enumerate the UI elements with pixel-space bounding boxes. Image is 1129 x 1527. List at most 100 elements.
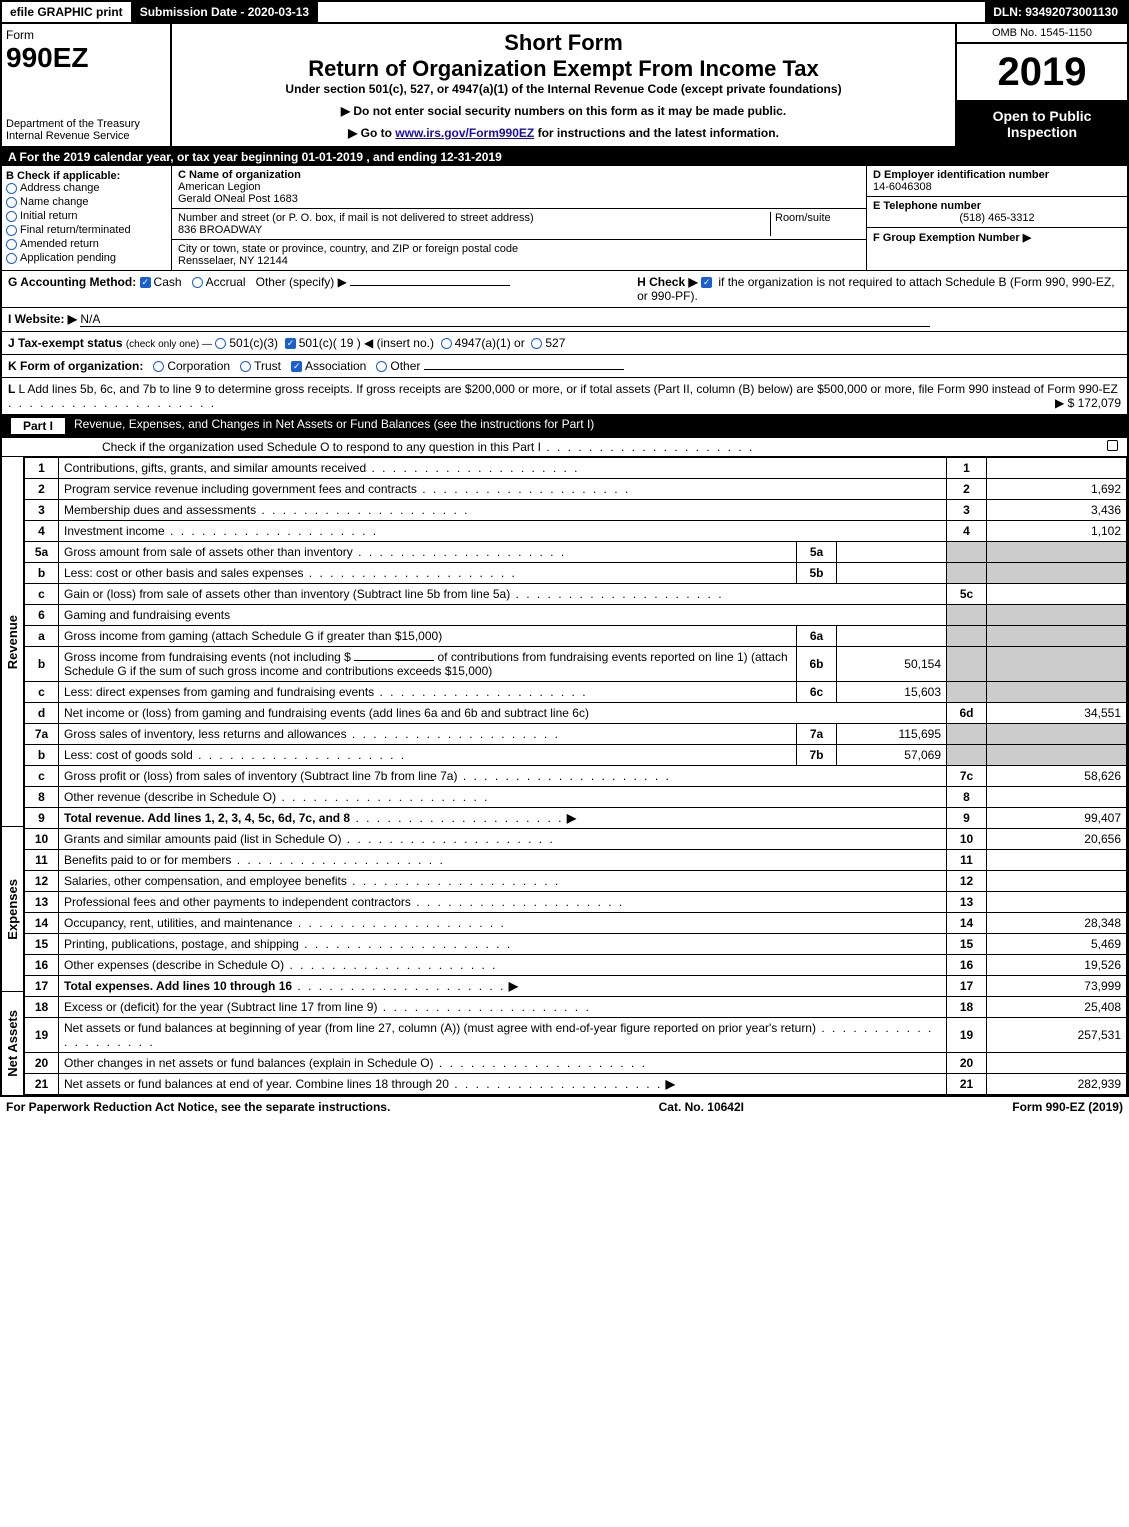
section-b: B Check if applicable: Address change Na… — [2, 166, 172, 270]
website-value: N/A — [80, 312, 930, 327]
line-3: 3Membership dues and assessments33,436 — [25, 500, 1127, 521]
chk-schedule-o-part1[interactable] — [1107, 440, 1118, 451]
irs-label: Internal Revenue Service — [6, 130, 166, 142]
chk-final-return[interactable]: Final return/terminated — [6, 224, 167, 236]
line-1: 1Contributions, gifts, grants, and simil… — [25, 458, 1127, 479]
chk-address-change[interactable]: Address change — [6, 182, 167, 194]
line-14: 14Occupancy, rent, utilities, and mainte… — [25, 913, 1127, 934]
line-17: 17Total expenses. Add lines 10 through 1… — [25, 976, 1127, 997]
chk-amended-return[interactable]: Amended return — [6, 238, 167, 250]
chk-501c[interactable] — [285, 338, 296, 349]
form-word: Form — [6, 28, 166, 42]
line-18: 18Excess or (deficit) for the year (Subt… — [25, 997, 1127, 1018]
top-bar: efile GRAPHIC print Submission Date - 20… — [0, 0, 1129, 24]
chk-corporation[interactable] — [153, 361, 164, 372]
h-label: H Check ▶ — [637, 275, 698, 289]
f-label: F Group Exemption Number ▶ — [873, 231, 1121, 244]
header-right: OMB No. 1545-1150 2019 Open to Public In… — [957, 24, 1127, 146]
chk-association[interactable] — [291, 361, 302, 372]
city-label: City or town, state or province, country… — [178, 243, 860, 255]
under-section: Under section 501(c), 527, or 4947(a)(1)… — [178, 82, 949, 96]
row-l: L L Add lines 5b, 6c, and 7b to line 9 t… — [2, 377, 1127, 414]
row-i: I Website: ▶ N/A — [2, 307, 1127, 331]
chk-initial-return[interactable]: Initial return — [6, 210, 167, 222]
tax-period-row: A For the 2019 calendar year, or tax yea… — [2, 148, 1127, 166]
line-5a: 5aGross amount from sale of assets other… — [25, 542, 1127, 563]
row-j: J Tax-exempt status (check only one) — 5… — [2, 331, 1127, 354]
form-header: Form 990EZ Department of the Treasury In… — [0, 24, 1129, 148]
other-specify-input[interactable] — [350, 285, 510, 286]
line-6: 6Gaming and fundraising events — [25, 605, 1127, 626]
page-footer: For Paperwork Reduction Act Notice, see … — [0, 1097, 1129, 1117]
goto-link-row: ▶ Go to www.irs.gov/Form990EZ for instru… — [178, 126, 949, 140]
chk-application-pending[interactable]: Application pending — [6, 252, 167, 264]
line-15: 15Printing, publications, postage, and s… — [25, 934, 1127, 955]
line-4: 4Investment income41,102 — [25, 521, 1127, 542]
line-5b: bLess: cost or other basis and sales exp… — [25, 563, 1127, 584]
form-number: 990EZ — [6, 42, 166, 74]
line-19: 19Net assets or fund balances at beginni… — [25, 1018, 1127, 1053]
section-b-label: B Check if applicable: — [6, 170, 167, 182]
line-2: 2Program service revenue including gover… — [25, 479, 1127, 500]
line-5c: cGain or (loss) from sale of assets othe… — [25, 584, 1127, 605]
submission-date: Submission Date - 2020-03-13 — [132, 2, 318, 22]
chk-other-org[interactable] — [376, 361, 387, 372]
other-org-input[interactable] — [424, 369, 624, 370]
line-6b: bGross income from fundraising events (n… — [25, 647, 1127, 682]
row-g-h: G Accounting Method: Cash Accrual Other … — [2, 270, 1127, 307]
chk-schedule-b-not-required[interactable] — [701, 277, 712, 288]
g-label: G Accounting Method: — [8, 275, 136, 289]
footer-left: For Paperwork Reduction Act Notice, see … — [6, 1100, 390, 1114]
row-k: K Form of organization: Corporation Trus… — [2, 354, 1127, 377]
header-left: Form 990EZ Department of the Treasury In… — [2, 24, 172, 146]
chk-cash[interactable] — [140, 277, 151, 288]
l-amount: ▶ $ 172,079 — [1055, 396, 1121, 410]
irs-link[interactable]: www.irs.gov/Form990EZ — [395, 126, 534, 140]
main-block: A For the 2019 calendar year, or tax yea… — [0, 148, 1129, 1097]
room-suite-label: Room/suite — [770, 212, 860, 236]
chk-trust[interactable] — [240, 361, 251, 372]
i-label: I Website: ▶ — [8, 312, 77, 326]
org-name-2: Gerald ONeal Post 1683 — [178, 193, 860, 205]
part-1-label: Part I — [10, 417, 66, 435]
line-20: 20Other changes in net assets or fund ba… — [25, 1053, 1127, 1074]
line-10: 10Grants and similar amounts paid (list … — [25, 829, 1127, 850]
header-center: Short Form Return of Organization Exempt… — [172, 24, 957, 146]
tax-year: 2019 — [957, 44, 1127, 102]
short-form-title: Short Form — [178, 30, 949, 56]
j-label: J Tax-exempt status — [8, 336, 123, 350]
line-13: 13Professional fees and other payments t… — [25, 892, 1127, 913]
chk-501c3[interactable] — [215, 338, 226, 349]
street-address: 836 BROADWAY — [178, 224, 770, 236]
chk-accrual[interactable] — [192, 277, 203, 288]
ein: 14-6046308 — [873, 181, 1121, 193]
part-1-table: 1Contributions, gifts, grants, and simil… — [24, 457, 1127, 1095]
e-label: E Telephone number — [873, 200, 1121, 212]
chk-name-change[interactable]: Name change — [6, 196, 167, 208]
part-1-title: Revenue, Expenses, and Changes in Net As… — [74, 417, 594, 435]
ssn-warning: ▶ Do not enter social security numbers o… — [178, 104, 949, 118]
line-7a: 7aGross sales of inventory, less returns… — [25, 724, 1127, 745]
org-name-1: American Legion — [178, 181, 860, 193]
line-7b: bLess: cost of goods sold7b57,069 — [25, 745, 1127, 766]
chk-4947[interactable] — [441, 338, 452, 349]
addr-label: Number and street (or P. O. box, if mail… — [178, 212, 770, 224]
open-to-public: Open to Public Inspection — [957, 102, 1127, 146]
line-7c: cGross profit or (loss) from sales of in… — [25, 766, 1127, 787]
part-1-body: Revenue Expenses Net Assets 1Contributio… — [2, 457, 1127, 1095]
k-label: K Form of organization: — [8, 359, 143, 373]
side-revenue: Revenue — [5, 615, 20, 669]
line-6c: cLess: direct expenses from gaming and f… — [25, 682, 1127, 703]
dln: DLN: 93492073001130 — [985, 2, 1127, 22]
part-1-header: Part I Revenue, Expenses, and Changes in… — [2, 414, 1127, 438]
line-6a: aGross income from gaming (attach Schedu… — [25, 626, 1127, 647]
line-11: 11Benefits paid to or for members11 — [25, 850, 1127, 871]
section-d-e-f: D Employer identification number 14-6046… — [867, 166, 1127, 270]
omb-number: OMB No. 1545-1150 — [957, 24, 1127, 44]
line-9: 9Total revenue. Add lines 1, 2, 3, 4, 5c… — [25, 808, 1127, 829]
line-21: 21Net assets or fund balances at end of … — [25, 1074, 1127, 1095]
section-c: C Name of organization American Legion G… — [172, 166, 867, 270]
chk-527[interactable] — [531, 338, 542, 349]
efile-print-button[interactable]: efile GRAPHIC print — [2, 2, 132, 22]
d-label: D Employer identification number — [873, 169, 1121, 181]
